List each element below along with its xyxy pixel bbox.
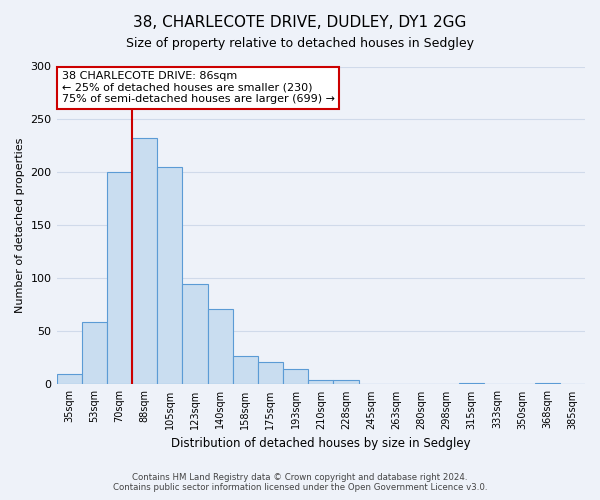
Bar: [157, 167, 182, 384]
Bar: [258, 362, 283, 384]
Bar: [182, 284, 208, 384]
Text: Contains HM Land Registry data © Crown copyright and database right 2024.
Contai: Contains HM Land Registry data © Crown c…: [113, 473, 487, 492]
Bar: [56, 374, 82, 384]
X-axis label: Distribution of detached houses by size in Sedgley: Distribution of detached houses by size …: [171, 437, 470, 450]
Text: 38, CHARLECOTE DRIVE, DUDLEY, DY1 2GG: 38, CHARLECOTE DRIVE, DUDLEY, DY1 2GG: [133, 15, 467, 30]
Y-axis label: Number of detached properties: Number of detached properties: [15, 138, 25, 313]
Bar: [308, 380, 334, 384]
Bar: [283, 368, 308, 384]
Bar: [82, 322, 107, 384]
Text: 38 CHARLECOTE DRIVE: 86sqm
← 25% of detached houses are smaller (230)
75% of sem: 38 CHARLECOTE DRIVE: 86sqm ← 25% of deta…: [62, 72, 335, 104]
Bar: [107, 172, 132, 384]
Bar: [132, 138, 157, 384]
Bar: [233, 356, 258, 384]
Bar: [208, 309, 233, 384]
Text: Size of property relative to detached houses in Sedgley: Size of property relative to detached ho…: [126, 38, 474, 51]
Bar: [334, 380, 359, 384]
